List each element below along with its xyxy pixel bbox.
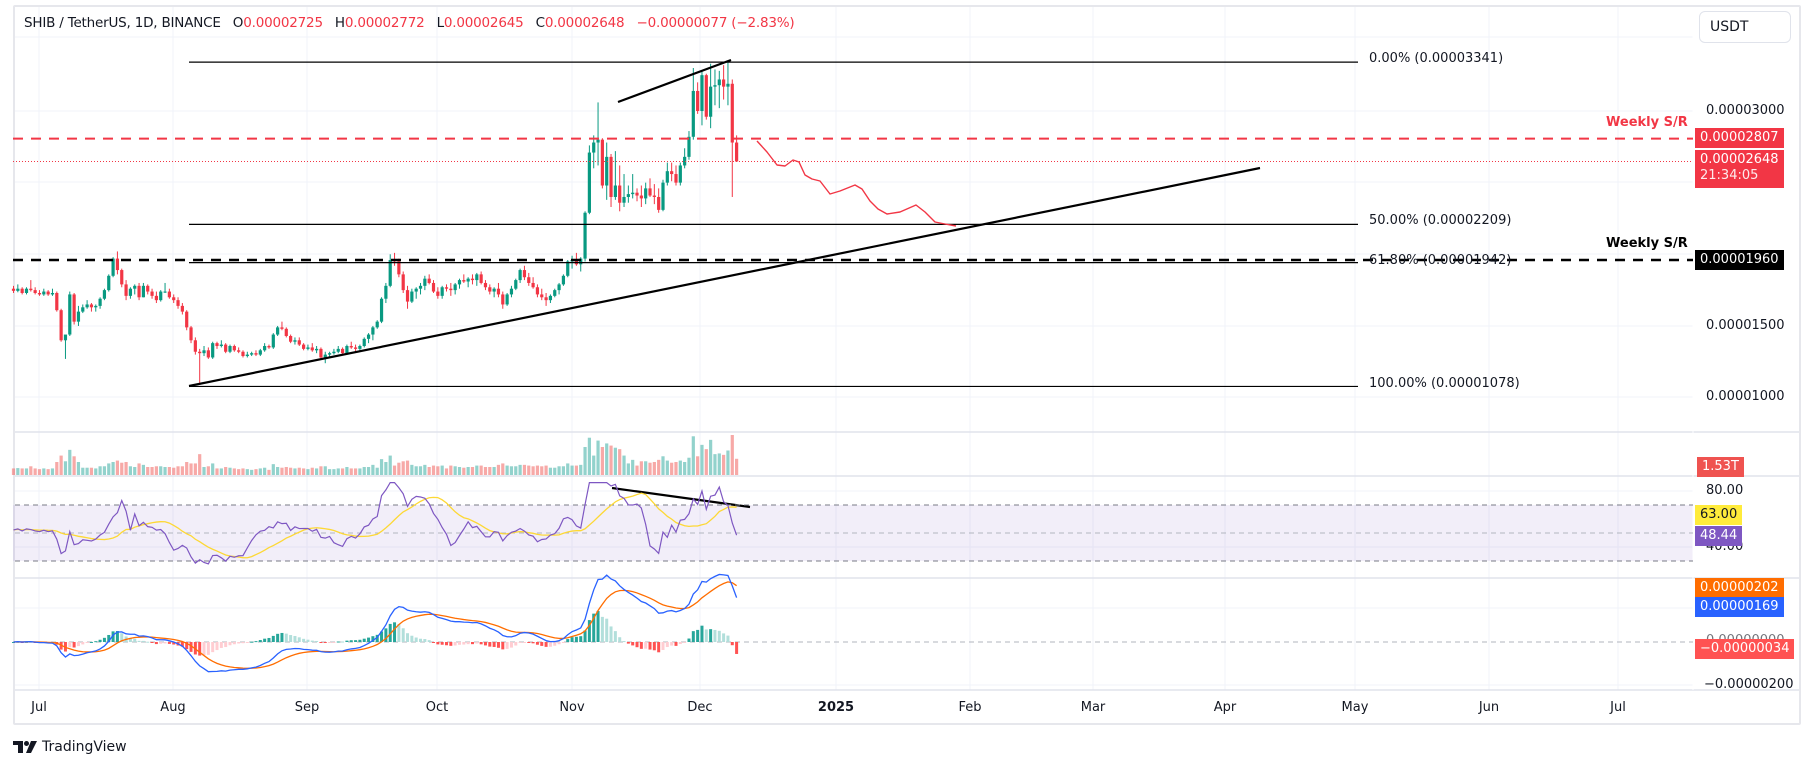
macd-histogram-tag: −0.00000034 (1695, 639, 1795, 659)
fib-label-50: 50.00% (0.00002209) (1369, 213, 1512, 228)
price-tick: 0.00001000 (1706, 389, 1785, 404)
macd-signal-tag: 0.00000202 (1695, 578, 1784, 598)
time-axis-label: Jun (1478, 700, 1500, 715)
weekly-sr-black-price-tag: 0.00001960 (1695, 250, 1784, 270)
currency-button[interactable]: USDT (1699, 11, 1791, 43)
weekly-sr-red-label: Weekly S/R (1606, 115, 1688, 130)
pane-separators (15, 7, 1799, 691)
time-axis-label: Mar (1080, 700, 1106, 715)
high-value: 0.00002772 (344, 15, 425, 31)
time-axis-label: Aug (160, 700, 186, 715)
symbol-legend: SHIB / TetherUS, 1D, BINANCE O0.00002725… (24, 15, 795, 31)
time-axis-label: 2025 (817, 700, 855, 715)
time-axis-label: Nov (559, 700, 585, 715)
rsi-value-tag: 48.44 (1695, 526, 1743, 546)
macd-line-tag: 0.00000169 (1695, 597, 1784, 617)
symbol-title: SHIB / TetherUS, 1D, BINANCE (24, 15, 221, 31)
macd-axis-neg: −0.00000200 (1704, 677, 1794, 692)
fib-label-100: 100.00% (0.00001078) (1369, 376, 1520, 391)
time-axis-label: Sep (294, 700, 320, 715)
current-price-tag: 0.00002648 21:34:05 (1695, 150, 1784, 188)
rsi-ma-tag: 63.00 (1695, 505, 1743, 525)
grid-lines (15, 7, 1693, 690)
candlesticks (11, 62, 739, 385)
tradingview-logo[interactable]: TradingView (13, 739, 127, 755)
time-axis-label: Dec (687, 700, 713, 715)
drawing-overlays (13, 58, 1693, 509)
low-value: 0.00002645 (443, 15, 524, 31)
time-axis-label: May (1341, 700, 1369, 715)
brand-name: TradingView (42, 739, 127, 755)
weekly-sr-black-label: Weekly S/R (1606, 236, 1688, 251)
rsi-axis-80: 80.00 (1706, 483, 1744, 498)
price-tick: 0.00003000 (1706, 103, 1785, 118)
chart-frame (13, 5, 1801, 725)
price-tick: 0.00001500 (1706, 318, 1785, 333)
change-value: −0.00000077 (−2.83%) (636, 15, 795, 31)
fib-label-0: 0.00% (0.00003341) (1369, 51, 1504, 66)
tradingview-logo-icon (13, 741, 37, 753)
rsi-indicator (13, 482, 1693, 565)
fib-label-618: 61.80% (0.00001942) (1369, 253, 1512, 268)
bar-countdown: 21:34:05 (1700, 168, 1759, 183)
close-value: 0.00002648 (544, 15, 625, 31)
time-axis-label: Jul (31, 700, 47, 715)
weekly-sr-red-price-tag: 0.00002807 (1695, 128, 1784, 148)
volume-bars (11, 435, 739, 475)
macd-indicator (12, 573, 1693, 673)
current-price: 0.00002648 (1700, 152, 1779, 167)
open-value: 0.00002725 (243, 15, 323, 31)
time-axis-label: Feb (958, 700, 982, 715)
volume-last-tag: 1.53T (1697, 457, 1744, 477)
time-axis-label: Apr (1213, 700, 1237, 715)
time-axis-label: Oct (425, 700, 449, 715)
time-axis-label: Jul (1610, 700, 1626, 715)
